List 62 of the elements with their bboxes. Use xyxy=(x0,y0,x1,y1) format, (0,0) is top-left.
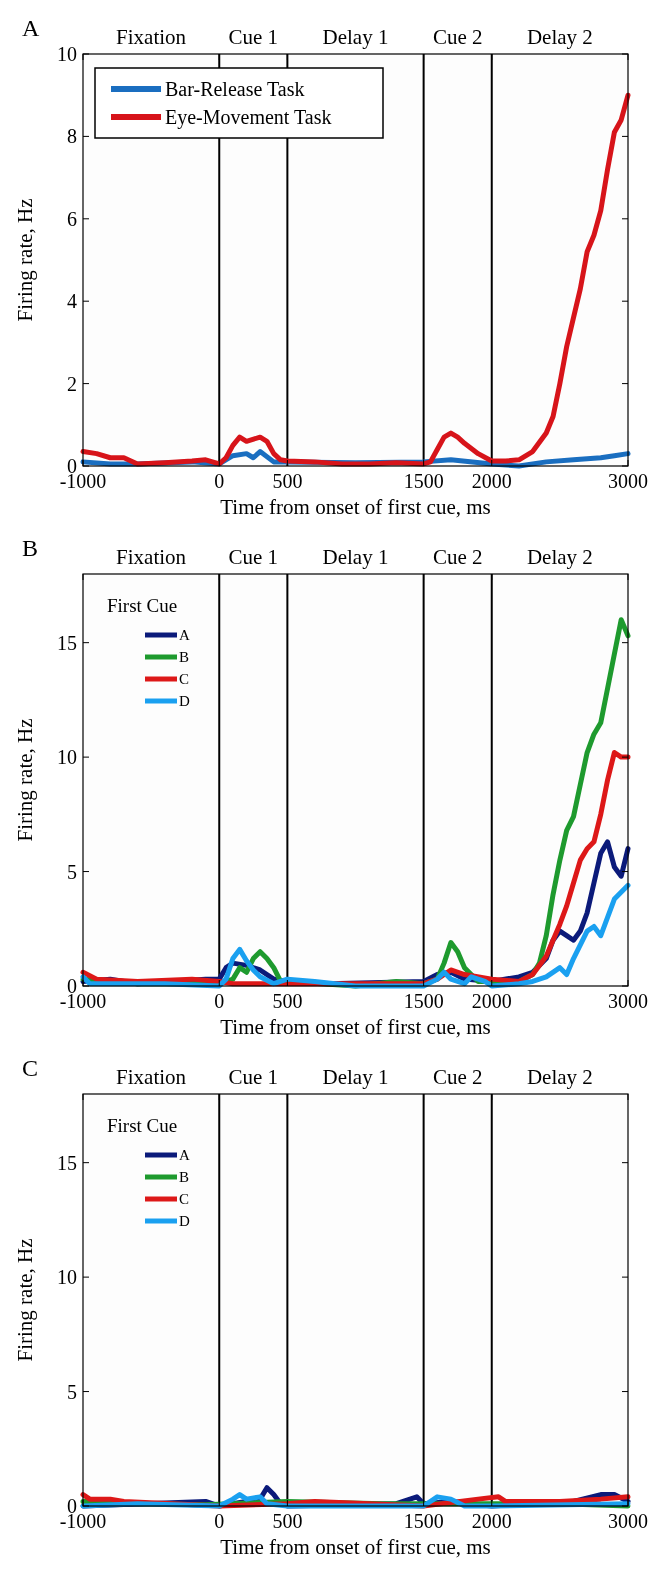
legend-label: A xyxy=(179,1147,190,1164)
text: Cue 2 xyxy=(432,545,483,569)
x-tick-label: 2000 xyxy=(471,1510,512,1532)
legend-label: Eye-Movement Task xyxy=(165,106,332,129)
text: Delay 2 xyxy=(526,25,593,49)
x-tick-label: 3000 xyxy=(608,990,648,1012)
text: Fixation xyxy=(116,1065,187,1089)
text: Delay 1 xyxy=(322,545,389,569)
x-tick-label: 0 xyxy=(214,470,225,492)
text: C xyxy=(22,1055,39,1081)
legend-label: C xyxy=(179,671,190,688)
y-tick-label: 8 xyxy=(67,125,77,148)
text: Fixation xyxy=(116,25,187,49)
legend-title: First Cue xyxy=(107,1115,178,1136)
x-tick-label: 3000 xyxy=(608,470,648,492)
y-tick-label: 10 xyxy=(57,1266,77,1289)
text: B xyxy=(22,535,39,561)
text: Delay 1 xyxy=(322,25,389,49)
legend-label: D xyxy=(179,1213,190,1230)
x-tick-label: 0 xyxy=(214,990,225,1012)
x-tick-label: 1500 xyxy=(403,990,444,1012)
x-tick-label: 2000 xyxy=(471,990,512,1012)
text: Delay 1 xyxy=(322,1065,389,1089)
y-tick-label: 15 xyxy=(57,1151,77,1174)
x-tick-label: 500 xyxy=(272,1510,303,1532)
legend-label: B xyxy=(179,649,190,666)
text: Delay 2 xyxy=(526,1065,593,1089)
x-tick-label: 500 xyxy=(272,990,303,1012)
y-tick-label: 15 xyxy=(57,631,77,654)
y-tick-label: 10 xyxy=(57,43,77,65)
y-axis-title: Firing rate, Hz xyxy=(13,1238,37,1362)
text: Cue 1 xyxy=(228,1065,279,1089)
y-tick-label: 4 xyxy=(67,290,77,313)
y-axis-title: Firing rate, Hz xyxy=(13,198,37,322)
y-axis-title: Firing rate, Hz xyxy=(13,718,37,842)
x-tick-label: 3000 xyxy=(608,1510,648,1532)
text: A xyxy=(22,15,40,41)
y-tick-label: 6 xyxy=(67,207,77,230)
text: Cue 2 xyxy=(432,25,483,49)
legend-label: Bar-Release Task xyxy=(165,78,305,100)
x-tick-label: 2000 xyxy=(471,470,512,492)
x-tick-label: 500 xyxy=(272,470,303,492)
x-tick-label: 0 xyxy=(214,1510,225,1532)
x-axis-title: Time from onset of first cue, ms xyxy=(220,1535,491,1559)
x-axis-title: Time from onset of first cue, ms xyxy=(220,495,491,519)
y-tick-label: 10 xyxy=(57,746,77,769)
x-tick-label: 1500 xyxy=(403,470,444,492)
legend-label: D xyxy=(179,693,190,710)
y-tick-label: 2 xyxy=(67,372,77,395)
text: Cue 2 xyxy=(432,1065,483,1089)
y-tick-label: 5 xyxy=(67,1380,77,1403)
x-axis-title: Time from onset of first cue, ms xyxy=(220,1015,491,1039)
text: Fixation xyxy=(116,545,187,569)
legend-label: A xyxy=(179,627,190,644)
text: Cue 1 xyxy=(228,25,279,49)
text: Delay 2 xyxy=(526,545,593,569)
text: Cue 1 xyxy=(228,545,279,569)
x-tick-label: 1500 xyxy=(403,1510,444,1532)
legend-label: C xyxy=(179,1191,190,1208)
y-tick-label: 5 xyxy=(67,860,77,883)
legend-title: First Cue xyxy=(107,595,178,616)
legend-label: B xyxy=(179,1169,190,1186)
